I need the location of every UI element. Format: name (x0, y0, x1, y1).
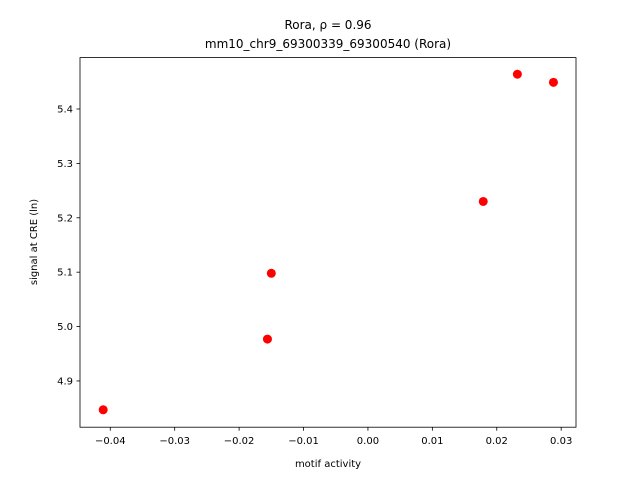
point (262, 334, 272, 344)
point (512, 69, 522, 79)
point (478, 196, 488, 206)
chart-subtitle: mm10_chr9_69300339_69300540 (Rora) (205, 37, 451, 51)
x-tick-label: 0.03 (550, 436, 572, 447)
chart-title: Rora, ρ = 0.96 (284, 18, 371, 32)
y-axis-label: signal at CRE (ln) (29, 199, 40, 285)
x-tick-label: −0.04 (95, 436, 126, 447)
x-tick-label: −0.03 (159, 436, 190, 447)
point (98, 405, 108, 415)
point (548, 77, 558, 87)
x-tick-label: 0.00 (357, 436, 379, 447)
y-tick-label: 5.0 (57, 322, 73, 333)
axes-frame (79, 57, 577, 428)
y-tick-label: 4.9 (57, 376, 73, 387)
x-tick-label: 0.01 (421, 436, 443, 447)
x-tick-label: −0.01 (288, 436, 319, 447)
x-tick-label: −0.02 (224, 436, 255, 447)
y-tick-label: 5.3 (57, 159, 73, 170)
x-tick-label: 0.02 (486, 436, 508, 447)
y-tick-label: 5.1 (57, 268, 73, 279)
point (266, 268, 276, 278)
y-tick-label: 5.4 (57, 105, 73, 116)
y-tick-label: 5.2 (57, 213, 73, 224)
x-axis-label: motif activity (295, 459, 361, 470)
